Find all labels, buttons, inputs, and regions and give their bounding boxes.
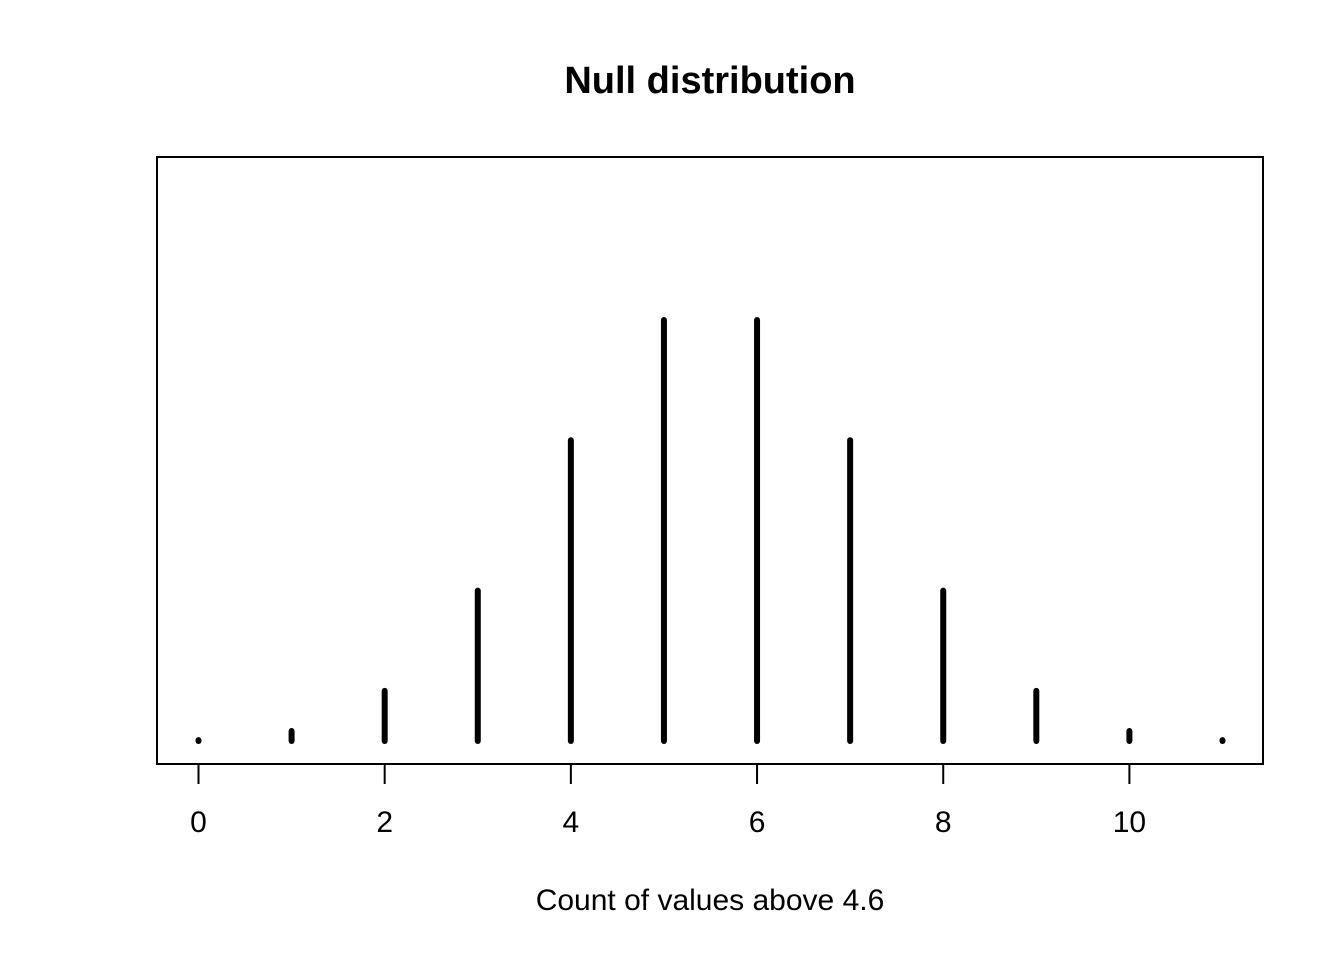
chart-title: Null distribution (564, 60, 855, 102)
x-tick-label-0: 0 (190, 806, 207, 839)
plot-frame (156, 156, 1264, 765)
x-tick-label-2: 2 (376, 806, 393, 839)
x-axis-label: Count of values above 4.6 (536, 884, 885, 917)
x-tick-label-10: 10 (1113, 806, 1146, 839)
x-tick-label-6: 6 (749, 806, 766, 839)
x-tick-label-4: 4 (563, 806, 580, 839)
spike-group (195, 317, 1226, 744)
x-axis: 0 2 4 6 8 10 (190, 763, 1146, 839)
x-tick-label-8: 8 (935, 806, 952, 839)
